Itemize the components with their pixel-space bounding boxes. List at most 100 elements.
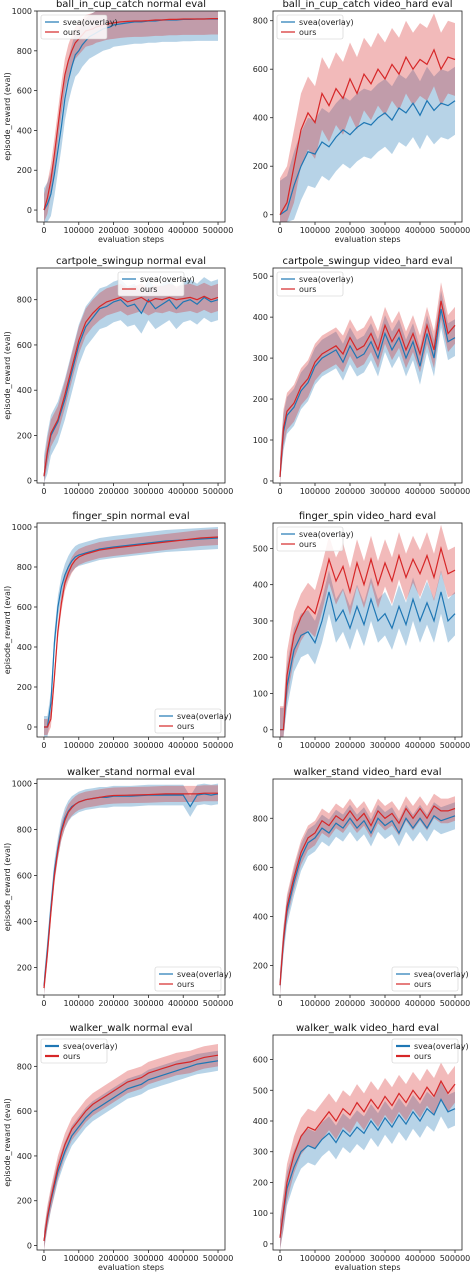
series-band <box>44 11 218 222</box>
x-axis-label: evaluation steps <box>334 1263 400 1272</box>
legend-label: ours <box>177 980 194 989</box>
y-tick-label: 1000 <box>12 523 32 532</box>
legend: svea(overlay)ours <box>40 14 118 40</box>
y-tick-label: 0 <box>263 211 268 220</box>
x-tick-label: 500000 <box>440 741 471 750</box>
x-tick-label: 400000 <box>168 487 199 496</box>
series-band <box>44 277 218 483</box>
y-tick-label: 200 <box>17 166 32 175</box>
x-tick-label: 0 <box>41 487 46 496</box>
x-tick-label: 100000 <box>64 1254 95 1263</box>
x-tick-label: 200000 <box>335 741 366 750</box>
y-tick-label: 800 <box>253 17 268 26</box>
y-tick-label: 600 <box>17 341 32 350</box>
y-tick-label: 600 <box>17 603 32 612</box>
plot-frame <box>36 267 226 484</box>
series-band <box>280 524 455 737</box>
y-tick-label: 200 <box>253 962 268 971</box>
plot-area <box>43 783 219 995</box>
y-tick-label: 800 <box>17 563 32 572</box>
series-band <box>280 1062 455 1250</box>
chart-title: walker_stand video_hard eval <box>293 767 441 778</box>
series-band <box>44 783 218 995</box>
plot-frame <box>36 778 226 996</box>
plot-frame <box>36 1034 226 1251</box>
legend-label: ours <box>414 1052 431 1061</box>
plot-frame <box>272 267 463 484</box>
plot-area <box>280 524 456 737</box>
legend: svea(overlay)ours <box>117 271 195 297</box>
legend-label: ours <box>177 722 194 731</box>
chart-title: ball_in_cup_catch video_hard eval <box>282 0 452 10</box>
y-tick-label: 200 <box>17 431 32 440</box>
series-line <box>279 48 456 216</box>
x-tick-label: 500000 <box>203 741 234 750</box>
x-tick-label: 100000 <box>300 487 331 496</box>
chart-title: finger_spin normal eval <box>72 511 189 522</box>
y-tick-label: 600 <box>253 65 268 74</box>
y-tick-label: 200 <box>253 395 268 404</box>
x-tick-label: 100000 <box>300 226 331 235</box>
legend: svea(overlay)ours <box>276 526 354 552</box>
x-tick-label: 500000 <box>440 226 471 235</box>
chart-title: walker_walk video_hard eval <box>296 1023 439 1034</box>
x-tick-label: 400000 <box>405 226 436 235</box>
chart-panel: cartpole_swingup normal eval 0 100000 20000… <box>3 256 233 496</box>
x-axis-label: evaluation steps <box>334 235 400 244</box>
x-tick-label: 200000 <box>335 999 366 1008</box>
legend-label: svea(overlay) <box>299 530 354 539</box>
series-band <box>280 802 455 995</box>
chart-panel: walker_stand normal eval 0 100000 200000 300… <box>3 767 233 1008</box>
legend-label: svea(overlay) <box>177 970 232 979</box>
legend: svea(overlay)ours <box>40 1038 118 1064</box>
series-line <box>279 99 456 216</box>
x-tick-label: 100000 <box>300 1254 331 1263</box>
x-tick-label: 200000 <box>335 226 366 235</box>
chart-panel: finger_spin normal eval 0 100000 200000 3000… <box>3 511 233 750</box>
plot-frame <box>272 778 463 996</box>
y-tick-label: 300 <box>253 354 268 363</box>
legend-label: svea(overlay) <box>63 1042 118 1051</box>
x-tick-label: 0 <box>277 999 282 1008</box>
y-tick-label: 600 <box>253 1056 268 1065</box>
x-tick-label: 300000 <box>370 226 401 235</box>
series-band <box>44 282 218 483</box>
chart-panel: ball_in_cup_catch video_hard eval 0 100000… <box>253 0 471 244</box>
x-tick-label: 200000 <box>335 487 366 496</box>
y-tick-label: 800 <box>253 814 268 823</box>
y-tick-label: 400 <box>253 313 268 322</box>
y-tick-label: 400 <box>17 917 32 926</box>
x-tick-label: 300000 <box>370 999 401 1008</box>
y-tick-label: 400 <box>17 386 32 395</box>
legend-label: ours <box>414 980 431 989</box>
plot-frame <box>272 1034 463 1251</box>
x-tick-label: 500000 <box>203 226 234 235</box>
series-line <box>280 591 456 731</box>
chart-title: cartpole_swingup normal eval <box>56 256 206 267</box>
series-line <box>279 1079 456 1238</box>
plot-area <box>279 1062 456 1250</box>
x-tick-label: 300000 <box>133 999 164 1008</box>
x-tick-label: 500000 <box>440 999 471 1008</box>
y-tick-label: 400 <box>17 643 32 652</box>
legend-label: svea(overlay) <box>177 712 232 721</box>
series-band <box>44 11 218 222</box>
x-tick-label: 0 <box>41 1254 46 1263</box>
plot-frame <box>36 10 226 223</box>
x-tick-label: 100000 <box>300 741 331 750</box>
y-tick-label: 800 <box>17 296 32 305</box>
y-tick-label: 500 <box>253 1086 268 1095</box>
chart-title: walker_walk normal eval <box>69 1023 192 1034</box>
x-axis-label: evaluation steps <box>98 235 164 244</box>
x-tick-label: 500000 <box>440 1254 471 1263</box>
legend-label: svea(overlay) <box>414 1042 469 1051</box>
legend-label: svea(overlay) <box>299 18 354 27</box>
legend: svea(overlay)ours <box>391 966 469 992</box>
x-tick-label: 0 <box>277 1254 282 1263</box>
x-tick-label: 0 <box>277 741 282 750</box>
x-tick-label: 100000 <box>64 999 95 1008</box>
series-band <box>44 527 218 737</box>
y-tick-label: 200 <box>253 1178 268 1187</box>
chart-panel: walker_walk normal eval 0 100000 200000 3000… <box>3 1023 233 1272</box>
